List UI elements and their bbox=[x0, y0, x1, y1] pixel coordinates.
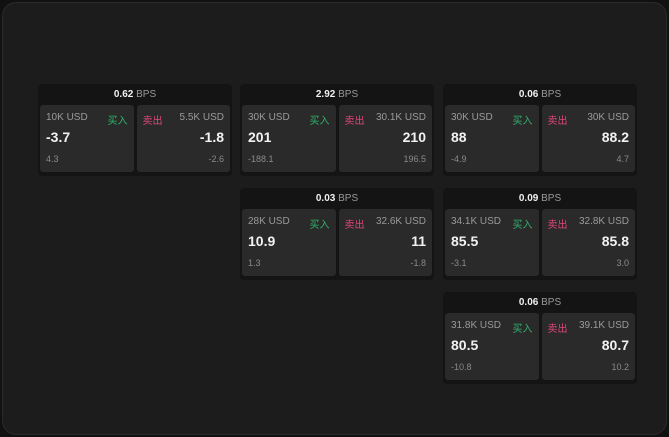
sell-card[interactable]: 卖出 32.8K USD 85.8 3.0 bbox=[541, 209, 635, 276]
buy-label: 买入 bbox=[309, 116, 330, 127]
buy-price: 80.5 bbox=[451, 337, 479, 353]
buy-quantity: 28K USD bbox=[248, 216, 290, 227]
buy-card[interactable]: 28K USD 买入 10.9 1.3 bbox=[242, 209, 336, 276]
spread-value: 2.92 bbox=[315, 89, 336, 100]
sell-price: -1.8 bbox=[199, 129, 224, 145]
spread-unit: BPS bbox=[338, 193, 359, 204]
sell-change: 3.0 bbox=[616, 258, 629, 268]
buy-label: 买入 bbox=[309, 220, 330, 231]
sell-label: 卖出 bbox=[344, 220, 365, 231]
buy-price: 10.9 bbox=[248, 233, 276, 249]
sell-quantity: 32.6K USD bbox=[375, 216, 426, 227]
quote-panel: 2.92 BPS 30K USD 买入 201 -188.1 卖出 30.1K … bbox=[240, 84, 434, 176]
buy-change: -4.9 bbox=[451, 154, 467, 164]
sell-price: 11 bbox=[411, 233, 426, 249]
spread-value: 0.06 bbox=[518, 297, 539, 308]
sell-quantity: 5.5K USD bbox=[179, 112, 224, 123]
spread-value: 0.03 bbox=[315, 193, 336, 204]
buy-price: -3.7 bbox=[46, 129, 71, 145]
buy-label: 买入 bbox=[512, 324, 533, 335]
spread-header: 0.62 BPS bbox=[38, 84, 232, 105]
sell-label: 卖出 bbox=[142, 116, 163, 127]
spread-unit: BPS bbox=[541, 297, 562, 308]
spread-unit: BPS bbox=[541, 193, 562, 204]
sell-label: 卖出 bbox=[547, 324, 568, 335]
spread-header: 0.06 BPS bbox=[443, 84, 637, 105]
buy-label: 买入 bbox=[512, 116, 533, 127]
sell-price: 80.7 bbox=[601, 337, 629, 353]
sell-label: 卖出 bbox=[547, 220, 568, 231]
sell-quantity: 30K USD bbox=[587, 112, 629, 123]
quote-panel: 0.62 BPS 10K USD 买入 -3.7 4.3 卖出 5.5K USD… bbox=[38, 84, 232, 176]
sell-card[interactable]: 卖出 30.1K USD 210 196.5 bbox=[338, 105, 432, 172]
quote-panel: 0.03 BPS 28K USD 买入 10.9 1.3 卖出 32.6K US… bbox=[240, 188, 434, 280]
sell-label: 卖出 bbox=[344, 116, 365, 127]
buy-label: 买入 bbox=[107, 116, 128, 127]
spread-header: 0.06 BPS bbox=[443, 292, 637, 313]
quote-panel: 0.09 BPS 34.1K USD 买入 85.5 -3.1 卖出 32.8K… bbox=[443, 188, 637, 280]
quote-panel: 0.06 BPS 30K USD 买入 88 -4.9 卖出 30K USD 8… bbox=[443, 84, 637, 176]
buy-change: -188.1 bbox=[248, 154, 274, 164]
buy-quantity: 10K USD bbox=[46, 112, 88, 123]
spread-value: 0.62 bbox=[113, 89, 134, 100]
sell-quantity: 32.8K USD bbox=[578, 216, 629, 227]
sell-card[interactable]: 卖出 30K USD 88.2 4.7 bbox=[541, 105, 635, 172]
sell-change: 196.5 bbox=[403, 154, 426, 164]
spread-value: 0.09 bbox=[518, 193, 539, 204]
buy-price: 85.5 bbox=[451, 233, 479, 249]
spread-header: 0.09 BPS bbox=[443, 188, 637, 209]
spread-value: 0.06 bbox=[518, 89, 539, 100]
sell-quantity: 39.1K USD bbox=[578, 320, 629, 331]
sell-change: -2.6 bbox=[208, 154, 224, 164]
sell-label: 卖出 bbox=[547, 116, 568, 127]
quote-panel: 0.06 BPS 31.8K USD 买入 80.5 -10.8 卖出 39.1… bbox=[443, 292, 637, 384]
sell-card[interactable]: 卖出 39.1K USD 80.7 10.2 bbox=[541, 313, 635, 380]
spread-unit: BPS bbox=[136, 89, 157, 100]
buy-price: 88 bbox=[451, 129, 467, 145]
buy-change: -10.8 bbox=[451, 362, 472, 372]
sell-price: 88.2 bbox=[601, 129, 629, 145]
spread-header: 0.03 BPS bbox=[240, 188, 434, 209]
sell-card[interactable]: 卖出 5.5K USD -1.8 -2.6 bbox=[136, 105, 230, 172]
buy-change: -3.1 bbox=[451, 258, 467, 268]
sell-change: -1.8 bbox=[410, 258, 426, 268]
buy-card[interactable]: 34.1K USD 买入 85.5 -3.1 bbox=[445, 209, 539, 276]
buy-card[interactable]: 30K USD 买入 201 -188.1 bbox=[242, 105, 336, 172]
buy-card[interactable]: 30K USD 买入 88 -4.9 bbox=[445, 105, 539, 172]
buy-quantity: 31.8K USD bbox=[451, 320, 502, 331]
spread-header: 2.92 BPS bbox=[240, 84, 434, 105]
buy-quantity: 30K USD bbox=[248, 112, 290, 123]
sell-change: 4.7 bbox=[616, 154, 629, 164]
buy-change: 1.3 bbox=[248, 258, 261, 268]
sell-price: 85.8 bbox=[601, 233, 629, 249]
buy-quantity: 34.1K USD bbox=[451, 216, 502, 227]
sell-card[interactable]: 卖出 32.6K USD 11 -1.8 bbox=[338, 209, 432, 276]
spread-unit: BPS bbox=[338, 89, 359, 100]
sell-quantity: 30.1K USD bbox=[375, 112, 426, 123]
buy-change: 4.3 bbox=[46, 154, 59, 164]
spread-unit: BPS bbox=[541, 89, 562, 100]
buy-price: 201 bbox=[248, 129, 272, 145]
buy-card[interactable]: 31.8K USD 买入 80.5 -10.8 bbox=[445, 313, 539, 380]
sell-price: 210 bbox=[402, 129, 426, 145]
sell-change: 10.2 bbox=[611, 362, 629, 372]
buy-label: 买入 bbox=[512, 220, 533, 231]
buy-quantity: 30K USD bbox=[451, 112, 493, 123]
buy-card[interactable]: 10K USD 买入 -3.7 4.3 bbox=[40, 105, 134, 172]
